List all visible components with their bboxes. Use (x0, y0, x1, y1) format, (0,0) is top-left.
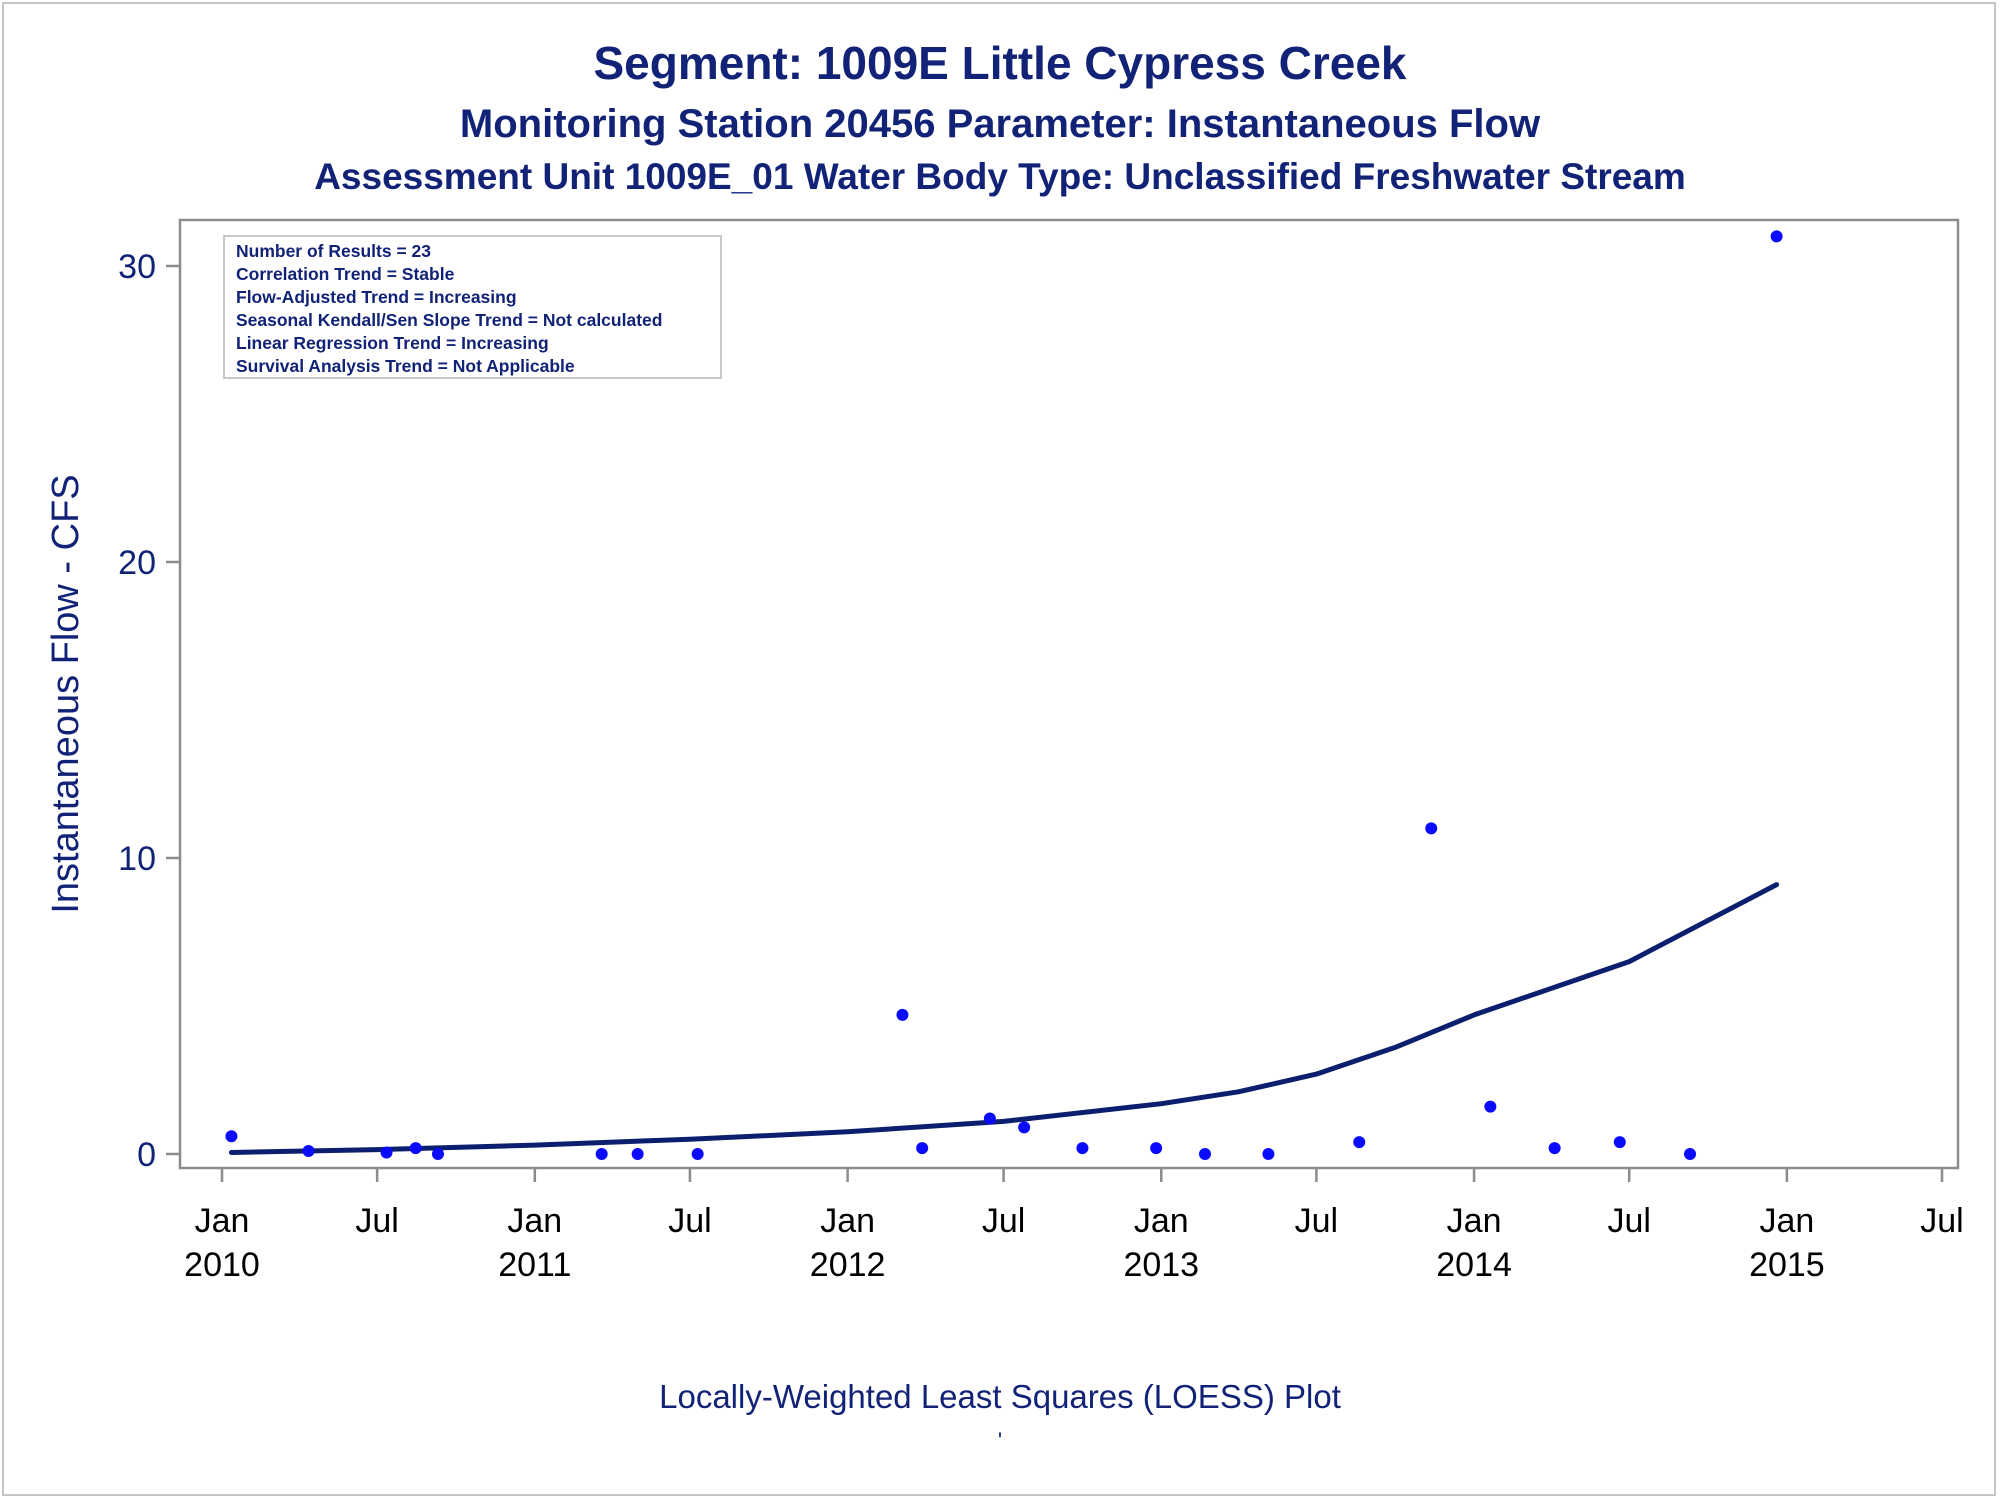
x-tick-label: Jan (1447, 1202, 1502, 1240)
chart-subtitle-station: Monitoring Station 20456 Parameter: Inst… (459, 102, 1541, 146)
data-point (1150, 1142, 1163, 1155)
x-tick-year-label: 2014 (1436, 1246, 1512, 1284)
x-tick-label: Jul (1295, 1202, 1338, 1240)
data-point (431, 1148, 444, 1160)
data-point (1770, 230, 1783, 243)
x-tick-label: Jul (668, 1202, 711, 1240)
data-point (1613, 1136, 1626, 1149)
y-tick-label: 20 (118, 544, 156, 582)
data-point (1684, 1148, 1697, 1160)
x-tick-label: Jul (355, 1202, 398, 1240)
x-tick-year-label: 2012 (810, 1246, 886, 1284)
data-point (595, 1148, 608, 1160)
footnote-mark: ' (997, 1428, 1003, 1453)
data-point (691, 1148, 704, 1160)
stats-legend-line: Number of Results = 23 (236, 241, 431, 261)
loess-line (228, 882, 1780, 1155)
plot-frame (178, 218, 1960, 1170)
stats-legend-line: Seasonal Kendall/Sen Slope Trend = Not c… (236, 310, 662, 330)
x-tick-label: Jan (820, 1202, 875, 1240)
data-point (916, 1142, 929, 1155)
data-point (409, 1142, 422, 1155)
data-point (1018, 1121, 1031, 1134)
data-point (631, 1148, 644, 1160)
stats-legend-line: Correlation Trend = Stable (236, 264, 455, 284)
x-tick-year-label: 2010 (184, 1246, 260, 1284)
data-point (1076, 1142, 1089, 1155)
x-tick-label: Jan (1134, 1202, 1189, 1240)
x-tick-label: Jan (1759, 1202, 1814, 1240)
stats-legend-line: Flow-Adjusted Trend = Increasing (236, 287, 517, 307)
stats-legend-line: Linear Regression Trend = Increasing (236, 333, 549, 353)
y-tick-label: 0 (137, 1136, 156, 1174)
stats-legend-box (223, 235, 722, 379)
data-point (1425, 822, 1438, 835)
data-point (1198, 1148, 1211, 1160)
y-tick-label: 30 (118, 248, 156, 286)
x-tick-label: Jul (982, 1202, 1025, 1240)
x-tick-year-label: 2015 (1749, 1246, 1825, 1284)
data-point (302, 1145, 315, 1158)
data-point (983, 1112, 996, 1125)
x-tick-year-label: 2013 (1123, 1246, 1199, 1284)
data-point (380, 1146, 393, 1159)
data-point (1548, 1142, 1561, 1155)
y-tick-label: 10 (118, 840, 156, 878)
chart-subtitle-assessment: Assessment Unit 1009E_01 Water Body Type… (314, 156, 1686, 197)
chart-footnote: Locally-Weighted Least Squares (LOESS) P… (659, 1378, 1341, 1415)
stats-legend-line: Survival Analysis Trend = Not Applicable (236, 356, 575, 376)
x-tick-year-label: 2011 (498, 1246, 571, 1284)
y-axis-label: Instantaneous Flow - CFS (45, 474, 87, 913)
data-point (1484, 1100, 1497, 1113)
data-point (896, 1008, 909, 1021)
x-tick-label: Jan (507, 1202, 562, 1240)
x-tick-label: Jul (1920, 1202, 1963, 1240)
data-point (1262, 1148, 1275, 1160)
x-tick-label: Jan (195, 1202, 250, 1240)
data-point (1353, 1136, 1366, 1149)
x-tick-label: Jul (1607, 1202, 1650, 1240)
data-point (225, 1130, 238, 1143)
chart-title: Segment: 1009E Little Cypress Creek (593, 37, 1407, 89)
